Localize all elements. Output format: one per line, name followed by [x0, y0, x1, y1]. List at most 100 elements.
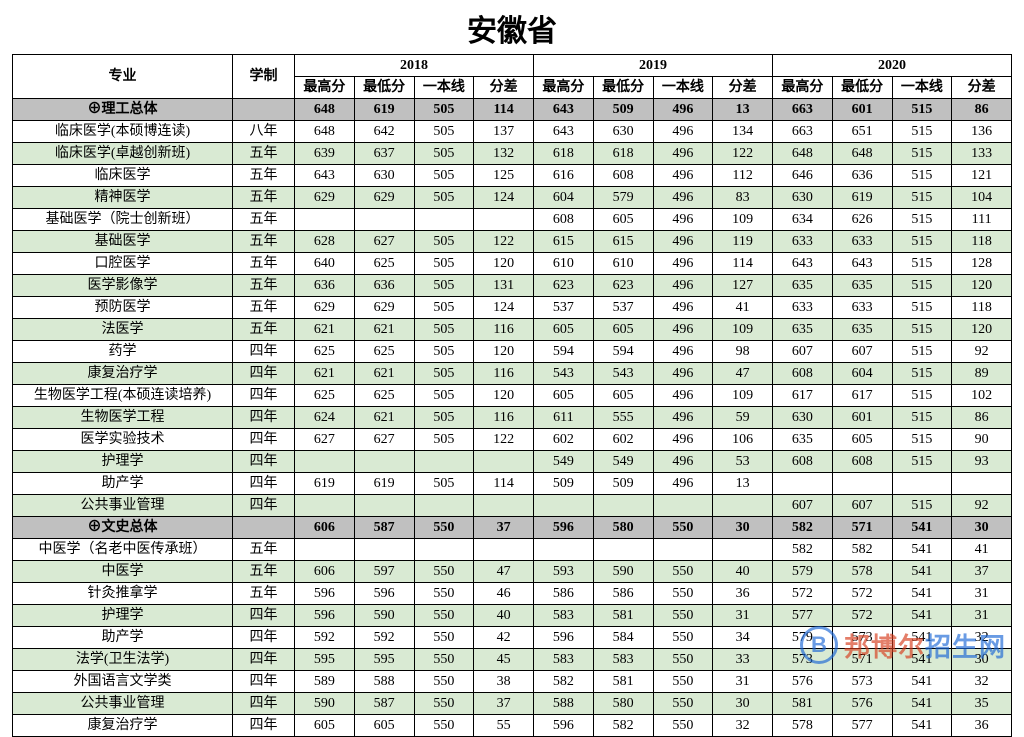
arts-row-7-cell-4: 550: [414, 693, 474, 715]
science-row-6-cell-1: 五年: [233, 253, 295, 275]
science-row-7-cell-12: 515: [892, 275, 952, 297]
arts-row-5-cell-8: 550: [653, 649, 713, 671]
science-row-17-cell-6: [534, 495, 594, 517]
arts-row-2-cell-13: 31: [952, 583, 1012, 605]
science-row-4-cell-0: 基础医学（院士创新班）: [13, 209, 233, 231]
science-row-8-cell-2: 629: [295, 297, 355, 319]
science-row-8-cell-4: 505: [414, 297, 474, 319]
arts-row-6-cell-4: 550: [414, 671, 474, 693]
science-row-12-cell-5: 120: [474, 385, 534, 407]
arts-row-3-cell-6: 583: [534, 605, 594, 627]
science-row-3-cell-0: 精神医学: [13, 187, 233, 209]
science-row-7-cell-3: 636: [354, 275, 414, 297]
science-row-7-cell-0: 医学影像学: [13, 275, 233, 297]
science-row-8-cell-10: 633: [773, 297, 833, 319]
science-row-16-cell-1: 四年: [233, 473, 295, 495]
science-row-1: 临床医学(卓越创新班)五年639637505132618618496122648…: [13, 143, 1012, 165]
science-row-9: 法医学五年62162150511660560549610963563551512…: [13, 319, 1012, 341]
arts-row-5-cell-1: 四年: [233, 649, 295, 671]
science-row-7-cell-11: 635: [832, 275, 892, 297]
science-row-6-cell-2: 640: [295, 253, 355, 275]
arts-row-8-cell-12: 541: [892, 715, 952, 737]
science-row-11-cell-6: 543: [534, 363, 594, 385]
science-row-12-cell-4: 505: [414, 385, 474, 407]
science-row-12-cell-6: 605: [534, 385, 594, 407]
science-row-8-cell-7: 537: [593, 297, 653, 319]
science-row-11-cell-7: 543: [593, 363, 653, 385]
science-row-17-cell-13: 92: [952, 495, 1012, 517]
science-row-1-cell-8: 496: [653, 143, 713, 165]
arts-row-8-cell-5: 55: [474, 715, 534, 737]
header-row-1: 专业 学制 2018 2019 2020: [13, 55, 1012, 77]
science-row-5-cell-4: 505: [414, 231, 474, 253]
header-sub-2019-2: 一本线: [653, 77, 713, 99]
science-row-1-cell-0: 临床医学(卓越创新班): [13, 143, 233, 165]
science-row-12: 生物医学工程(本硕连读培养)四年625625505120605605496109…: [13, 385, 1012, 407]
total-arts-cell-8: 550: [653, 517, 713, 539]
science-row-14-cell-3: 627: [354, 429, 414, 451]
science-row-9-cell-11: 635: [832, 319, 892, 341]
science-row-6-cell-9: 114: [713, 253, 773, 275]
total-science-cell-6: 643: [534, 99, 594, 121]
arts-row-0-cell-7: [593, 539, 653, 561]
header-sub-2019-3: 分差: [713, 77, 773, 99]
science-row-12-cell-9: 109: [713, 385, 773, 407]
arts-row-5-cell-0: 法学(卫生法学): [13, 649, 233, 671]
science-row-4-cell-12: 515: [892, 209, 952, 231]
science-row-14-cell-10: 635: [773, 429, 833, 451]
science-row-9-cell-12: 515: [892, 319, 952, 341]
science-row-3: 精神医学五年6296295051246045794968363061951510…: [13, 187, 1012, 209]
total-science-cell-11: 601: [832, 99, 892, 121]
science-row-16-cell-9: 13: [713, 473, 773, 495]
arts-row-7-cell-7: 580: [593, 693, 653, 715]
science-row-1-cell-2: 639: [295, 143, 355, 165]
science-row-16-cell-13: [952, 473, 1012, 495]
arts-row-3-cell-11: 572: [832, 605, 892, 627]
arts-row-8-cell-13: 36: [952, 715, 1012, 737]
science-row-3-cell-6: 604: [534, 187, 594, 209]
science-row-17-cell-4: [414, 495, 474, 517]
arts-row-7-cell-0: 公共事业管理: [13, 693, 233, 715]
science-row-3-cell-5: 124: [474, 187, 534, 209]
arts-row-6-cell-8: 550: [653, 671, 713, 693]
arts-row-0: 中医学（名老中医传承班）五年58258254141: [13, 539, 1012, 561]
arts-row-8-cell-2: 605: [295, 715, 355, 737]
arts-row-8-cell-6: 596: [534, 715, 594, 737]
science-row-6-cell-4: 505: [414, 253, 474, 275]
science-row-13-cell-2: 624: [295, 407, 355, 429]
arts-row-4-cell-2: 592: [295, 627, 355, 649]
arts-row-6-cell-7: 581: [593, 671, 653, 693]
science-row-2-cell-4: 505: [414, 165, 474, 187]
science-row-1-cell-6: 618: [534, 143, 594, 165]
arts-row-1-cell-0: 中医学: [13, 561, 233, 583]
watermark-text-2: 招生网: [925, 627, 1006, 664]
science-row-11-cell-1: 四年: [233, 363, 295, 385]
arts-row-6-cell-6: 582: [534, 671, 594, 693]
science-row-2-cell-11: 636: [832, 165, 892, 187]
science-row-6-cell-13: 128: [952, 253, 1012, 275]
science-row-17-cell-2: [295, 495, 355, 517]
total-arts-cell-9: 30: [713, 517, 773, 539]
science-row-17-cell-0: 公共事业管理: [13, 495, 233, 517]
arts-row-1-cell-11: 578: [832, 561, 892, 583]
science-row-8-cell-5: 124: [474, 297, 534, 319]
total-arts-cell-7: 580: [593, 517, 653, 539]
science-row-2-cell-10: 646: [773, 165, 833, 187]
arts-row-6-cell-11: 573: [832, 671, 892, 693]
header-sub-2018-0: 最高分: [295, 77, 355, 99]
total-arts-cell-11: 571: [832, 517, 892, 539]
arts-row-4-cell-4: 550: [414, 627, 474, 649]
arts-row-5-cell-3: 595: [354, 649, 414, 671]
science-row-15-cell-8: 496: [653, 451, 713, 473]
science-row-4: 基础医学（院士创新班）五年608605496109634626515111: [13, 209, 1012, 231]
science-row-0-cell-13: 136: [952, 121, 1012, 143]
header-sub-2019-1: 最低分: [593, 77, 653, 99]
science-row-17-cell-11: 607: [832, 495, 892, 517]
science-row-8-cell-6: 537: [534, 297, 594, 319]
science-row-4-cell-10: 634: [773, 209, 833, 231]
science-row-9-cell-6: 605: [534, 319, 594, 341]
science-row-6-cell-12: 515: [892, 253, 952, 275]
arts-row-3-cell-4: 550: [414, 605, 474, 627]
arts-row-0-cell-3: [354, 539, 414, 561]
science-row-13: 生物医学工程四年62462150511661155549659630601515…: [13, 407, 1012, 429]
